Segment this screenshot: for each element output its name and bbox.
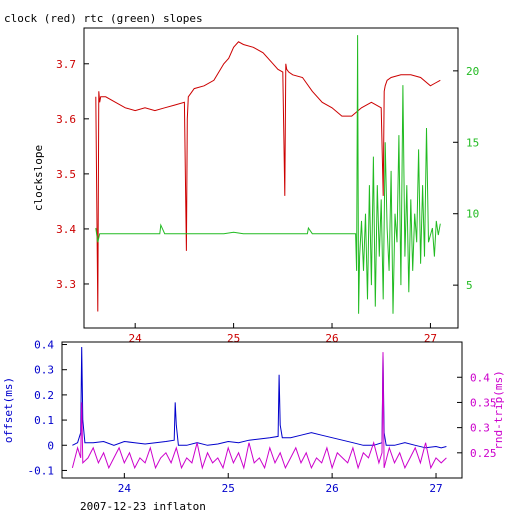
y-left-tick-label: 0.4 — [34, 339, 54, 352]
series-line-2 — [95, 35, 441, 314]
plot-panels: 24 25 26 27 3.3 3.4 3.5 3.6 3.7 5 10 15 20 clockslope… — [2, 27, 505, 495]
y-left-tick-label: 3.7 — [56, 58, 76, 71]
footer-label: 2007-12-23 inflaton — [80, 500, 206, 512]
series-line-1 — [95, 41, 441, 312]
plot-frame — [83, 27, 459, 329]
x-tick-label: 27 — [429, 482, 442, 495]
y-left-tick-label: 0 — [47, 439, 54, 452]
x-tick-label: 27 — [424, 332, 437, 345]
panel-2: 24 25 26 27 -0.1 0 0.1 0.2 0.3 0.4 0.25 0.3 0.35 0.4 o… — [2, 339, 505, 495]
y-left-tick-label: 0.2 — [34, 389, 54, 402]
y-left-tick-label: 0.3 — [34, 364, 54, 377]
x-tick-label: 25 — [222, 482, 235, 495]
plot-frame — [61, 341, 463, 479]
x-tick-label: 24 — [129, 332, 143, 345]
y-left-tick-label: 3.4 — [56, 223, 76, 236]
y-right-axis-title: rnd-trip(ms) — [492, 370, 505, 449]
series-line-1 — [72, 346, 447, 449]
chart-title: clock (red) rtc (green) slopes — [4, 12, 203, 25]
y-right-tick-label: 0.25 — [470, 447, 497, 460]
y-left-tick-label: 0.1 — [34, 414, 54, 427]
y-left-axis-title: clockslope — [32, 145, 45, 211]
y-right-tick-label: 0.3 — [470, 422, 490, 435]
y-right-tick-label: 10 — [466, 208, 479, 221]
y-left-axis-title: offset(ms) — [2, 377, 15, 443]
y-right-tick-label: 20 — [466, 65, 479, 78]
y-right-tick-label: 0.4 — [470, 371, 490, 384]
x-tick-label: 25 — [227, 332, 240, 345]
x-tick-label: 26 — [325, 332, 338, 345]
y-left-tick-label: 3.6 — [56, 113, 76, 126]
y-left-tick-label: 3.3 — [56, 278, 76, 291]
panel-1: 24 25 26 27 3.3 3.4 3.5 3.6 3.7 5 10 15 20 clockslope — [32, 27, 479, 345]
y-left-tick-label: -0.1 — [28, 464, 55, 477]
y-left-tick-label: 3.5 — [56, 168, 76, 181]
x-tick-label: 24 — [118, 482, 132, 495]
y-right-tick-label: 0.35 — [470, 396, 497, 409]
y-right-tick-label: 15 — [466, 136, 479, 149]
series-line-2 — [71, 352, 447, 470]
x-tick-label: 26 — [326, 482, 339, 495]
y-right-tick-label: 5 — [466, 279, 473, 292]
